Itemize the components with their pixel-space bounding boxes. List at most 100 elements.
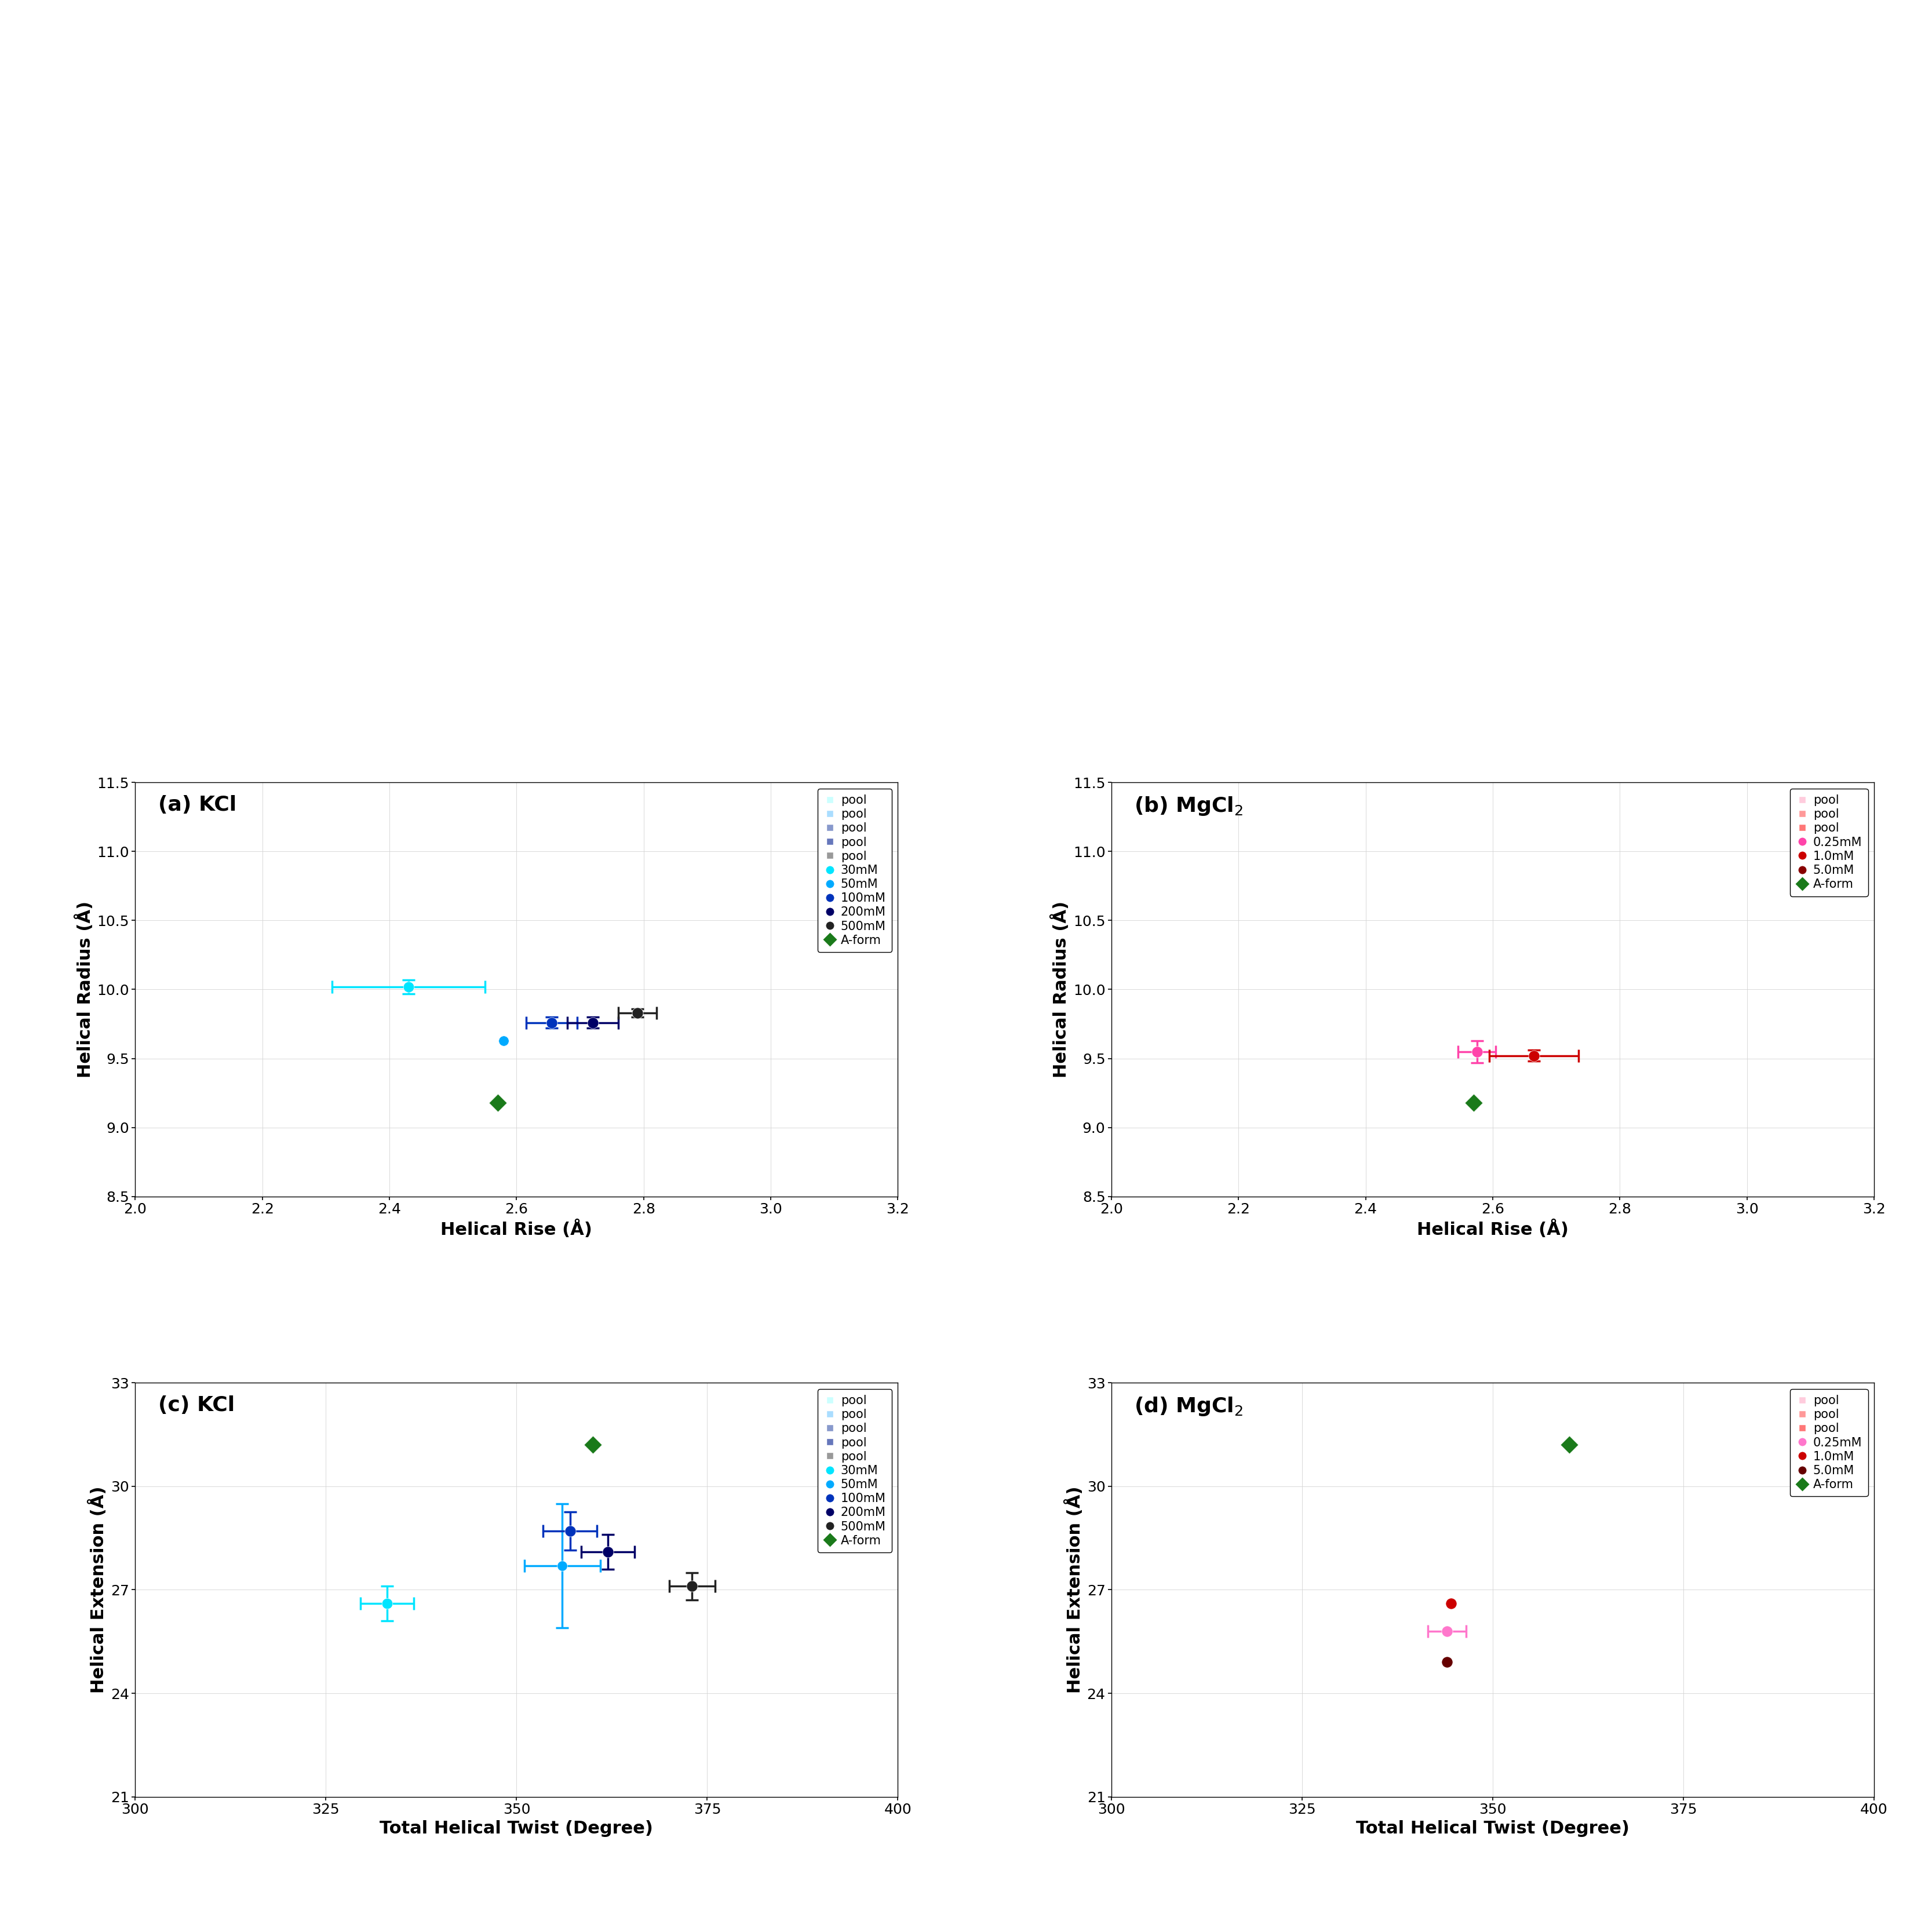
Point: [1406, 1586, 1437, 1617]
Point: [554, 1488, 585, 1519]
Point: [614, 1528, 645, 1559]
Point: [556, 1327, 587, 1358]
Point: [1499, 1012, 1530, 1043]
Point: [531, 1480, 562, 1511]
Point: [442, 1515, 473, 1546]
Point: [479, 993, 510, 1024]
Point: [1484, 1495, 1515, 1526]
Point: [616, 1607, 647, 1638]
Point: [1652, 1530, 1683, 1561]
Point: [601, 1658, 632, 1689]
Point: [1463, 1607, 1493, 1638]
Point: [1412, 1524, 1443, 1555]
Point: [622, 902, 653, 933]
Point: [624, 1466, 655, 1497]
Point: [549, 970, 580, 1001]
Point: [1532, 999, 1563, 1030]
Point: [564, 1511, 595, 1542]
Point: [597, 1068, 628, 1099]
Point: [670, 1020, 701, 1051]
Point: [1561, 1043, 1592, 1074]
Point: [1410, 1051, 1441, 1082]
Point: [1412, 1480, 1443, 1511]
Point: [1385, 1613, 1416, 1644]
Point: [1459, 1604, 1490, 1634]
Point: [1708, 991, 1739, 1022]
Point: [566, 1546, 597, 1577]
Point: [1495, 1468, 1526, 1499]
Point: [1451, 964, 1482, 995]
Point: [350, 993, 381, 1024]
Point: [373, 1022, 404, 1053]
Point: [643, 1389, 674, 1420]
Point: [655, 1522, 686, 1553]
Point: [576, 1530, 607, 1561]
Point: [1777, 1130, 1808, 1161]
Point: [1310, 1743, 1341, 1774]
Point: [1490, 1609, 1520, 1640]
Point: [415, 1107, 446, 1138]
Point: [1468, 941, 1499, 972]
Point: [1488, 1063, 1519, 1094]
Point: [543, 904, 574, 935]
Point: [709, 1582, 740, 1613]
Point: [1575, 1014, 1605, 1045]
Point: [1395, 1051, 1426, 1082]
Point: [429, 1555, 460, 1586]
Point: [433, 980, 464, 1010]
Point: [442, 1014, 473, 1045]
Point: [284, 1009, 315, 1039]
Point: [500, 1474, 531, 1505]
Point: [653, 1034, 684, 1065]
Point: [1522, 1774, 1553, 1804]
Point: [493, 1036, 524, 1066]
Point: [533, 1729, 564, 1760]
Point: [421, 997, 452, 1028]
Point: [1511, 1495, 1542, 1526]
Point: [1536, 981, 1567, 1012]
Point: [502, 1039, 533, 1070]
Point: [750, 1001, 781, 1032]
Point: [599, 1644, 630, 1675]
Point: [1538, 1524, 1569, 1555]
Point: [605, 1673, 636, 1704]
Point: [607, 1497, 638, 1528]
Point: [636, 1101, 667, 1132]
Point: [593, 1416, 624, 1447]
Point: [452, 1066, 483, 1097]
Point: [1476, 1039, 1507, 1070]
Point: [1260, 1584, 1291, 1615]
Point: [469, 1009, 500, 1039]
Point: [1242, 974, 1273, 1005]
Point: [572, 997, 603, 1028]
Point: [1517, 1631, 1548, 1662]
Point: [481, 1009, 512, 1039]
Point: [415, 1590, 446, 1621]
Point: [444, 1030, 475, 1061]
X-axis label: Total Helical Twist (Degree): Total Helical Twist (Degree): [1356, 1820, 1629, 1837]
Point: [1517, 1094, 1548, 1124]
Point: [587, 1026, 618, 1057]
Point: [1604, 1117, 1634, 1148]
Point: [518, 1012, 549, 1043]
Point: [1449, 1086, 1480, 1117]
Point: [497, 1034, 527, 1065]
Point: [516, 1549, 547, 1580]
Point: [396, 981, 427, 1012]
Point: [701, 1030, 732, 1061]
Point: [485, 978, 516, 1009]
Point: [477, 1026, 508, 1057]
Point: [568, 1039, 599, 1070]
Point: [1517, 1530, 1548, 1561]
Point: [336, 1055, 367, 1086]
Point: [423, 954, 454, 985]
Point: [582, 1455, 612, 1486]
Point: [1499, 991, 1530, 1022]
Point: [568, 1555, 599, 1586]
Point: [469, 1030, 500, 1061]
Point: [516, 1057, 547, 1088]
Point: [583, 997, 614, 1028]
Point: [464, 999, 495, 1030]
Point: [1435, 1588, 1466, 1619]
Point: [390, 993, 421, 1024]
